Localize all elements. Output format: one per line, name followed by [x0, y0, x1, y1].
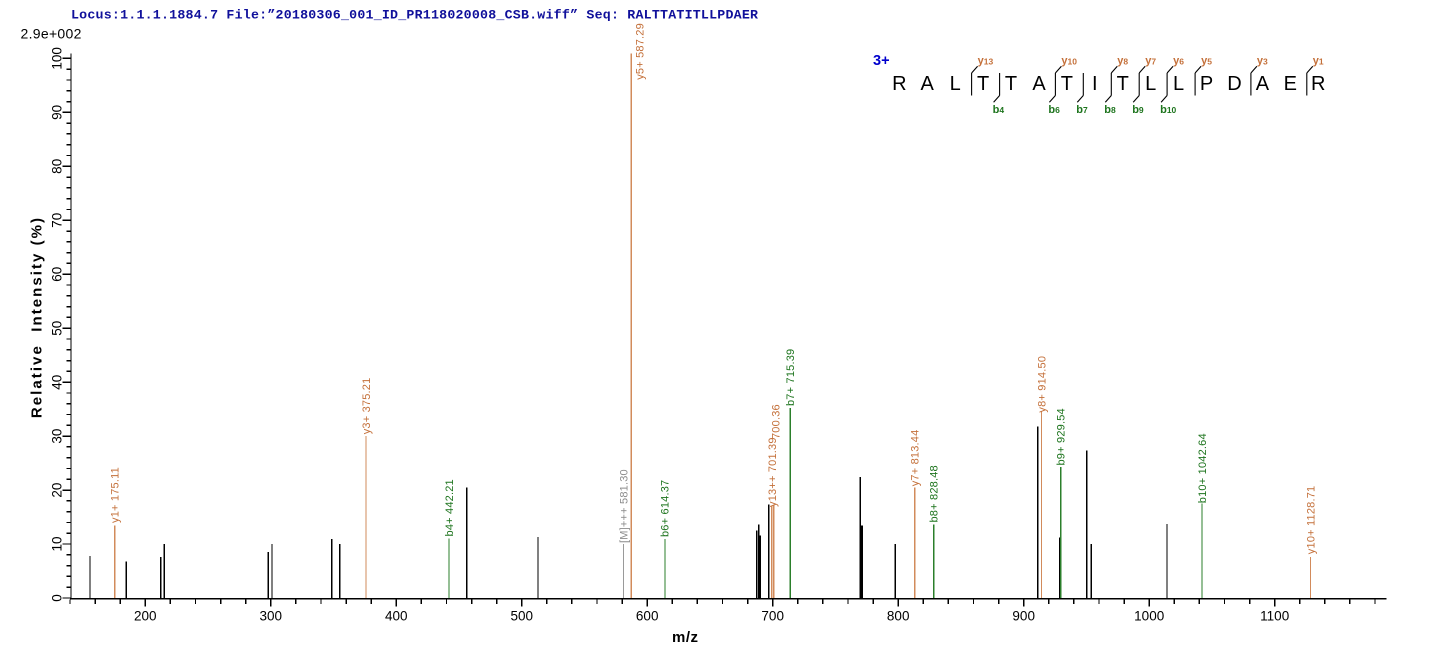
svg-text:y13++ 701.39: y13++ 701.39: [767, 437, 779, 507]
svg-text:I: I: [1092, 73, 1098, 95]
svg-text:b8: b8: [1104, 104, 1116, 116]
svg-text:200: 200: [134, 609, 157, 624]
svg-text:y8+ 914.50: y8+ 914.50: [1036, 356, 1048, 413]
svg-text:Relative Intensity (%): Relative Intensity (%): [29, 216, 46, 418]
svg-text:R: R: [1311, 73, 1325, 95]
svg-text:y5: y5: [1201, 55, 1212, 67]
svg-text:600: 600: [636, 609, 659, 624]
svg-text:800: 800: [887, 609, 910, 624]
svg-text:700: 700: [761, 609, 784, 624]
svg-text:b9: b9: [1132, 104, 1144, 116]
svg-text:y10: y10: [1061, 55, 1077, 67]
svg-text:b8+ 828.48: b8+ 828.48: [928, 465, 940, 522]
svg-text:b10: b10: [1160, 104, 1176, 116]
svg-text:y6: y6: [1173, 55, 1184, 67]
svg-text:y1: y1: [1313, 55, 1324, 67]
svg-text:[M]+++ 581.30: [M]+++ 581.30: [618, 469, 630, 543]
svg-text:90: 90: [50, 105, 65, 120]
svg-text:R: R: [892, 73, 906, 95]
svg-text:0: 0: [50, 594, 65, 602]
svg-text:300: 300: [260, 609, 283, 624]
svg-text:T: T: [1005, 73, 1017, 95]
svg-text:900: 900: [1012, 609, 1035, 624]
svg-text:D: D: [1227, 73, 1241, 95]
svg-text:y10+ 1128.71: y10+ 1128.71: [1305, 486, 1317, 555]
svg-text:20: 20: [50, 483, 65, 498]
svg-text:y5+ 587.29: y5+ 587.29: [635, 23, 647, 80]
svg-text:40: 40: [50, 375, 65, 390]
svg-text:b4: b4: [993, 104, 1005, 116]
svg-text:b9+ 929.54: b9+ 929.54: [1056, 408, 1068, 465]
svg-text:L: L: [1173, 73, 1184, 95]
svg-text:A: A: [921, 73, 935, 95]
svg-text:b7+ 715.39: b7+ 715.39: [785, 349, 797, 406]
svg-text:y3: y3: [1257, 55, 1268, 67]
svg-text:Locus:1.1.1.1884.7 File:”20180: Locus:1.1.1.1884.7 File:”20180306_001_ID…: [71, 8, 758, 23]
svg-text:y13: y13: [978, 55, 994, 67]
svg-text:700.36: 700.36: [771, 404, 783, 439]
svg-text:b7: b7: [1076, 104, 1088, 116]
svg-text:E: E: [1284, 73, 1297, 95]
svg-text:L: L: [950, 73, 961, 95]
svg-text:m/z: m/z: [672, 629, 699, 646]
svg-text:L: L: [1145, 73, 1156, 95]
svg-text:T: T: [977, 73, 989, 95]
svg-text:y7+ 813.44: y7+ 813.44: [909, 430, 921, 487]
svg-text:b10+ 1042.64: b10+ 1042.64: [1197, 433, 1209, 503]
svg-text:80: 80: [50, 159, 65, 174]
svg-text:60: 60: [50, 267, 65, 282]
svg-text:2.9e+002: 2.9e+002: [21, 26, 82, 42]
svg-text:400: 400: [385, 609, 408, 624]
svg-text:y1+ 175.11: y1+ 175.11: [109, 467, 121, 523]
svg-text:50: 50: [50, 321, 65, 336]
svg-text:3+: 3+: [873, 53, 890, 69]
svg-text:b4+ 442.21: b4+ 442.21: [444, 479, 456, 536]
svg-text:y8: y8: [1117, 55, 1128, 67]
svg-text:10: 10: [50, 536, 65, 551]
svg-text:1100: 1100: [1260, 609, 1289, 624]
svg-text:1000: 1000: [1134, 609, 1164, 624]
svg-text:A: A: [1032, 73, 1046, 95]
svg-text:y7: y7: [1145, 55, 1156, 67]
svg-text:100: 100: [50, 47, 65, 70]
svg-text:70: 70: [50, 213, 65, 228]
svg-text:b6+ 614.37: b6+ 614.37: [660, 480, 672, 537]
svg-text:P: P: [1200, 73, 1213, 95]
svg-text:A: A: [1256, 73, 1270, 95]
svg-text:500: 500: [511, 609, 534, 624]
svg-text:y3+ 375.21: y3+ 375.21: [361, 378, 373, 435]
svg-text:T: T: [1117, 73, 1129, 95]
svg-text:b6: b6: [1048, 104, 1060, 116]
svg-text:30: 30: [50, 429, 65, 444]
svg-text:T: T: [1061, 73, 1073, 95]
